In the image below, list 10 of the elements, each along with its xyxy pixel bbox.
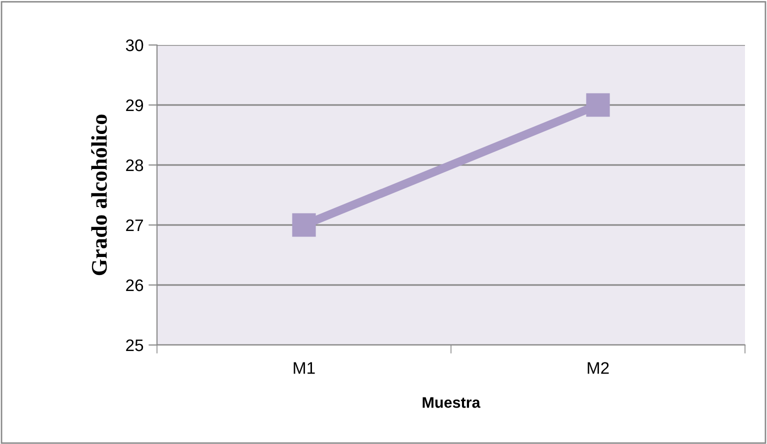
y-tick-label: 25 (126, 339, 144, 352)
x-tick-label: M1 (294, 362, 315, 374)
y-tick-label: 27 (126, 219, 143, 232)
y-axis-title: Grado alcohólico (91, 114, 107, 276)
x-tick-label: M2 (588, 362, 609, 374)
x-axis-title: Muestra (422, 397, 480, 408)
y-tick-label: 30 (126, 39, 144, 52)
y-tick-label: 26 (126, 279, 144, 292)
y-tick-label: 29 (126, 99, 144, 112)
y-tick-label: 28 (126, 159, 144, 172)
